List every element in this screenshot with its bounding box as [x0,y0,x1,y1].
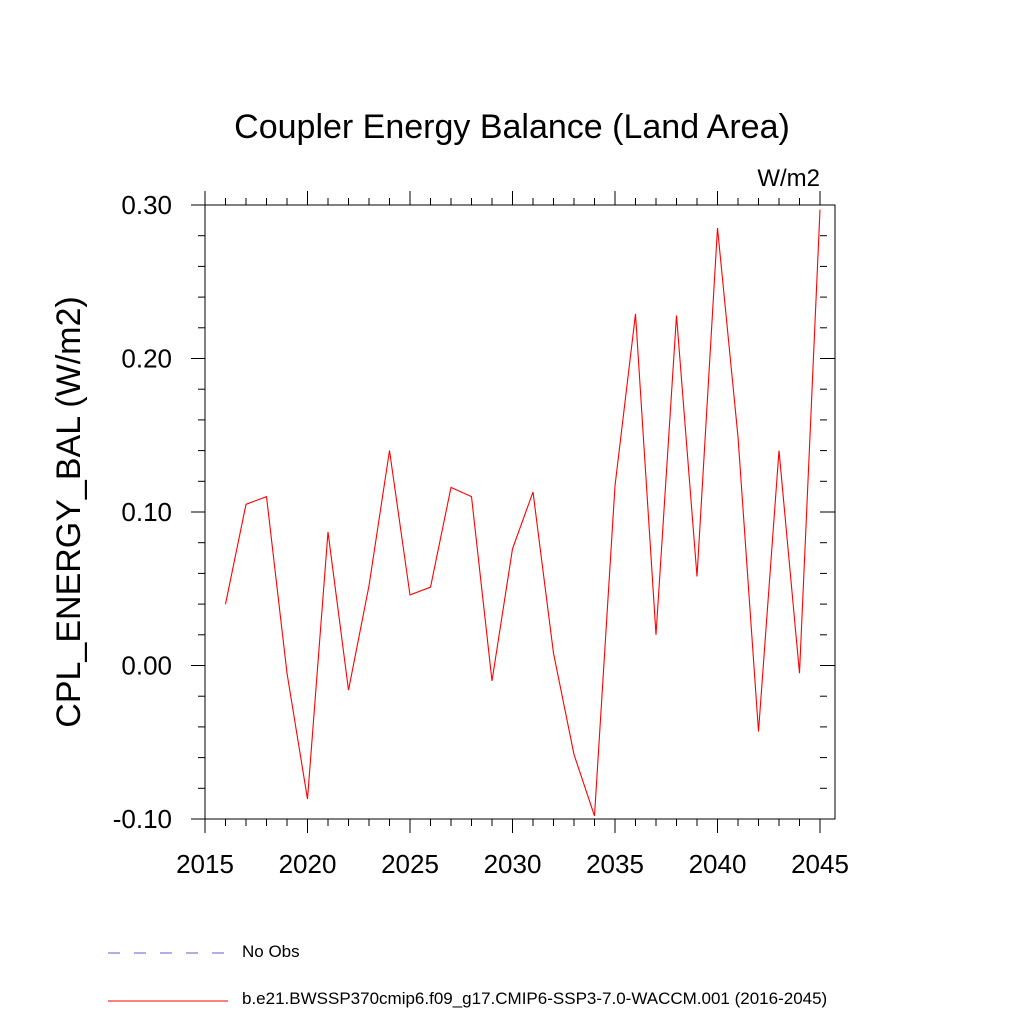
y-tick-label: 0.20 [121,344,172,374]
y-tick-label: -0.10 [113,804,172,834]
y-tick-label: 0.30 [121,190,172,220]
x-tick-label: 2025 [381,849,439,879]
tick-labels: 2015 2020 2025 2030 2035 2040 2045 -0.10 0.00 0.1… [113,190,849,879]
series-line [224,209,821,817]
legend-label-model-run: b.e21.BWSSP370cmip6.f09_g17.CMIP6-SSP3-7… [242,989,828,1008]
y-tick-label: 0.10 [121,497,172,527]
chart-title: Coupler Energy Balance (Land Area) [234,108,790,146]
series-layer [224,209,821,817]
legend-label-no-obs: No Obs [242,942,300,961]
y-axis-label: CPL_ENERGY_BAL (W/m2) [50,296,88,727]
x-tick-label: 2015 [176,849,234,879]
y-tick-label: 0.00 [121,651,172,681]
plot-frame [204,204,836,820]
x-tick-label: 2020 [279,849,337,879]
x-tick-label: 2030 [484,849,542,879]
legend [108,952,228,1002]
units-label: W/m2 [757,165,820,192]
x-tick-label: 2040 [689,849,747,879]
x-tick-label: 2045 [791,849,849,879]
axis-ticks [191,191,835,833]
x-tick-label: 2035 [586,849,644,879]
